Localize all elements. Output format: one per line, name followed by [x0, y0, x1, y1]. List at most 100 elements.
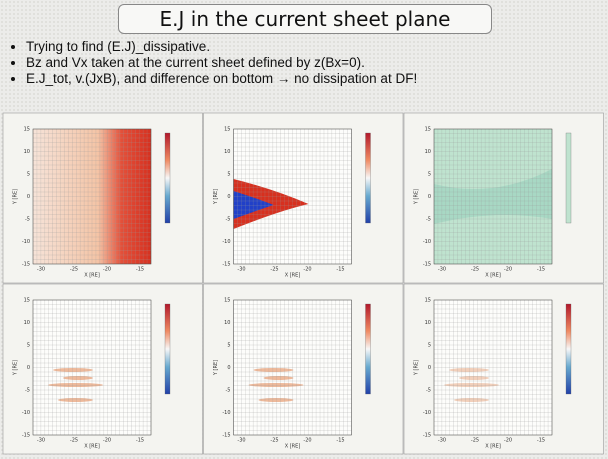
y-tick-label: -15 — [423, 262, 431, 268]
x-tick-label: -30 — [438, 438, 446, 444]
y-tick-label: 5 — [27, 172, 30, 178]
y-axis-label: Y [RE] — [13, 189, 19, 205]
x-tick-label: -20 — [103, 267, 111, 273]
field-shape — [449, 368, 489, 372]
field-shape — [444, 383, 499, 387]
plot-panel: -30-25-20-15151050-5-10-15X [RE]Y [RE] — [404, 113, 604, 283]
y-tick-label: -10 — [222, 410, 230, 416]
field-shape — [58, 398, 93, 402]
y-tick-label: -15 — [22, 433, 30, 439]
y-tick-label: 0 — [227, 365, 230, 371]
y-tick-label: -15 — [423, 433, 431, 439]
y-tick-label: -5 — [25, 388, 30, 394]
y-tick-label: -5 — [25, 217, 30, 223]
x-tick-label: -30 — [438, 267, 446, 273]
y-tick-label: 5 — [227, 172, 230, 178]
x-axis-label: X [RE] — [84, 273, 100, 279]
x-tick-label: -20 — [303, 438, 311, 444]
x-tick-label: -20 — [504, 438, 512, 444]
y-tick-label: 5 — [428, 343, 431, 349]
y-tick-label: 0 — [27, 194, 30, 200]
y-tick-label: 0 — [227, 194, 230, 200]
x-tick-label: -25 — [471, 267, 479, 273]
y-tick-label: 10 — [425, 320, 431, 326]
y-tick-label: 5 — [27, 343, 30, 349]
x-tick-label: -15 — [136, 438, 144, 444]
y-tick-label: 10 — [24, 149, 30, 155]
y-axis-label: Y [RE] — [213, 360, 219, 376]
x-tick-label: -30 — [237, 438, 245, 444]
y-tick-label: 0 — [27, 365, 30, 371]
plot-panel: -30 -25 -20 -15 15 10 5 0 -5 -10 -15 X [RE] Y [RE] — [404, 284, 604, 454]
x-tick-label: -25 — [270, 438, 278, 444]
plot-panel: -30 -25 -20 -15 15 10 5 0 -5 -10 -15 X [RE] Y [RE] — [3, 113, 203, 283]
plot-panel: -30 -25 -20 -15 15 10 5 0 -5 -10 -15 X [RE] Y [RE] — [3, 284, 203, 454]
y-tick-label: 15 — [224, 127, 230, 133]
y-tick-label: 10 — [224, 149, 230, 155]
colorbar — [566, 133, 571, 223]
colorbar — [366, 304, 371, 394]
y-tick-label: 0 — [428, 365, 431, 371]
field-shape — [259, 398, 294, 402]
y-tick-label: 5 — [227, 343, 230, 349]
colorbar — [566, 304, 571, 394]
x-axis-label: X [RE] — [485, 444, 501, 450]
x-tick-label: -25 — [70, 438, 78, 444]
y-tick-label: 10 — [224, 320, 230, 326]
y-tick-label: 0 — [428, 194, 431, 200]
x-tick-label: -15 — [336, 438, 344, 444]
x-tick-label: -30 — [37, 438, 45, 444]
x-tick-label: -25 — [471, 438, 479, 444]
x-axis-label: X [RE] — [285, 273, 301, 279]
y-tick-label: 15 — [24, 127, 30, 133]
y-tick-label: -10 — [22, 239, 30, 245]
colorbar — [165, 133, 170, 223]
x-tick-label: -25 — [70, 267, 78, 273]
x-tick-label: -30 — [237, 267, 245, 273]
x-tick-label: -15 — [336, 267, 344, 273]
panels: -30-25-20-15151050-5-10-15X [RE]Y [RE]-3… — [0, 0, 608, 459]
y-tick-label: 15 — [425, 298, 431, 304]
y-tick-label: 10 — [425, 149, 431, 155]
y-tick-label: 5 — [428, 172, 431, 178]
field-shape — [53, 368, 93, 372]
y-tick-label: 15 — [24, 298, 30, 304]
slide: E.J in the current sheet plane Trying to… — [0, 0, 608, 459]
y-tick-label: 15 — [224, 298, 230, 304]
y-tick-label: -5 — [426, 217, 431, 223]
y-tick-label: -10 — [222, 239, 230, 245]
y-axis-label: Y [RE] — [213, 189, 219, 205]
y-tick-label: -10 — [423, 239, 431, 245]
x-tick-label: -20 — [504, 267, 512, 273]
x-tick-label: -20 — [303, 267, 311, 273]
colorbar — [366, 133, 371, 223]
y-axis-label: Y [RE] — [414, 189, 420, 205]
y-tick-label: -5 — [226, 217, 231, 223]
plot-panel: -30 -25 -20 -15 15 10 5 0 -5 -10 -15 X [RE] Y [RE] — [204, 284, 404, 454]
y-tick-label: -10 — [423, 410, 431, 416]
y-tick-label: -5 — [226, 388, 231, 394]
y-tick-label: 15 — [425, 127, 431, 133]
x-tick-label: -15 — [537, 438, 545, 444]
field-shape — [249, 383, 304, 387]
field-shape — [254, 368, 294, 372]
y-tick-label: -15 — [222, 433, 230, 439]
plot-panel: -30 -25 -20 -15 15 10 5 0 -5 -10 -15 X [RE] Y [RE] — [204, 113, 404, 283]
y-tick-label: -15 — [22, 262, 30, 268]
y-axis-label: Y [RE] — [13, 360, 19, 376]
x-tick-label: -30 — [37, 267, 45, 273]
y-tick-label: -15 — [222, 262, 230, 268]
x-tick-label: -15 — [136, 267, 144, 273]
y-tick-label: 10 — [24, 320, 30, 326]
y-axis-label: Y [RE] — [414, 360, 420, 376]
y-tick-label: -5 — [426, 388, 431, 394]
x-tick-label: -25 — [270, 267, 278, 273]
colorbar — [165, 304, 170, 394]
field-shape — [454, 398, 489, 402]
field-shape — [48, 383, 103, 387]
x-axis-label: X [RE] — [84, 444, 100, 450]
y-tick-label: -10 — [22, 410, 30, 416]
x-tick-label: -20 — [103, 438, 111, 444]
x-axis-label: X [RE] — [285, 444, 301, 450]
x-tick-label: -15 — [537, 267, 545, 273]
